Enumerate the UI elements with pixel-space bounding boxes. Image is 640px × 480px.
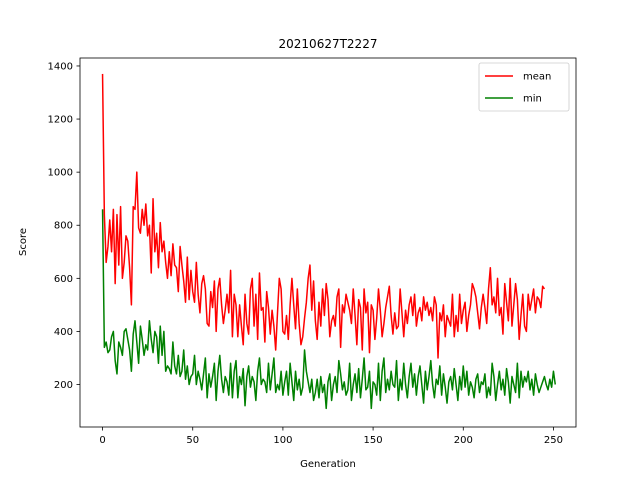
series-line-min: [101, 209, 557, 410]
y-axis-label: Score: [18, 228, 29, 256]
y-tick-label: 1200: [48, 115, 73, 126]
y-tick-label: 400: [54, 327, 73, 338]
series-line-mean: [101, 73, 546, 359]
chart-title: 20210627T2227: [279, 37, 378, 51]
x-tick-label: 250: [544, 435, 563, 446]
y-axis: 200 400 600 800 1000 1200 1400: [48, 61, 80, 391]
legend-label-mean: mean: [523, 72, 551, 83]
plot-frame: [79, 57, 577, 428]
legend-label-min: min: [523, 94, 542, 105]
x-tick-label: 150: [364, 435, 383, 446]
x-tick-label: 0: [99, 435, 105, 446]
y-tick-label: 600: [54, 274, 73, 285]
x-tick-label: 50: [186, 435, 199, 446]
x-axis: 0 50 100 150 200 250: [99, 427, 563, 446]
y-tick-label: 200: [54, 380, 73, 391]
legend: mean min: [478, 62, 570, 112]
y-tick-label: 1400: [48, 61, 73, 72]
legend-box: [478, 62, 570, 112]
series-layer: [101, 73, 557, 410]
x-tick-label: 100: [273, 435, 292, 446]
x-tick-label: 200: [454, 435, 473, 446]
y-tick-label: 800: [54, 221, 73, 232]
x-axis-label: Generation: [300, 459, 356, 470]
y-tick-label: 1000: [48, 168, 73, 179]
